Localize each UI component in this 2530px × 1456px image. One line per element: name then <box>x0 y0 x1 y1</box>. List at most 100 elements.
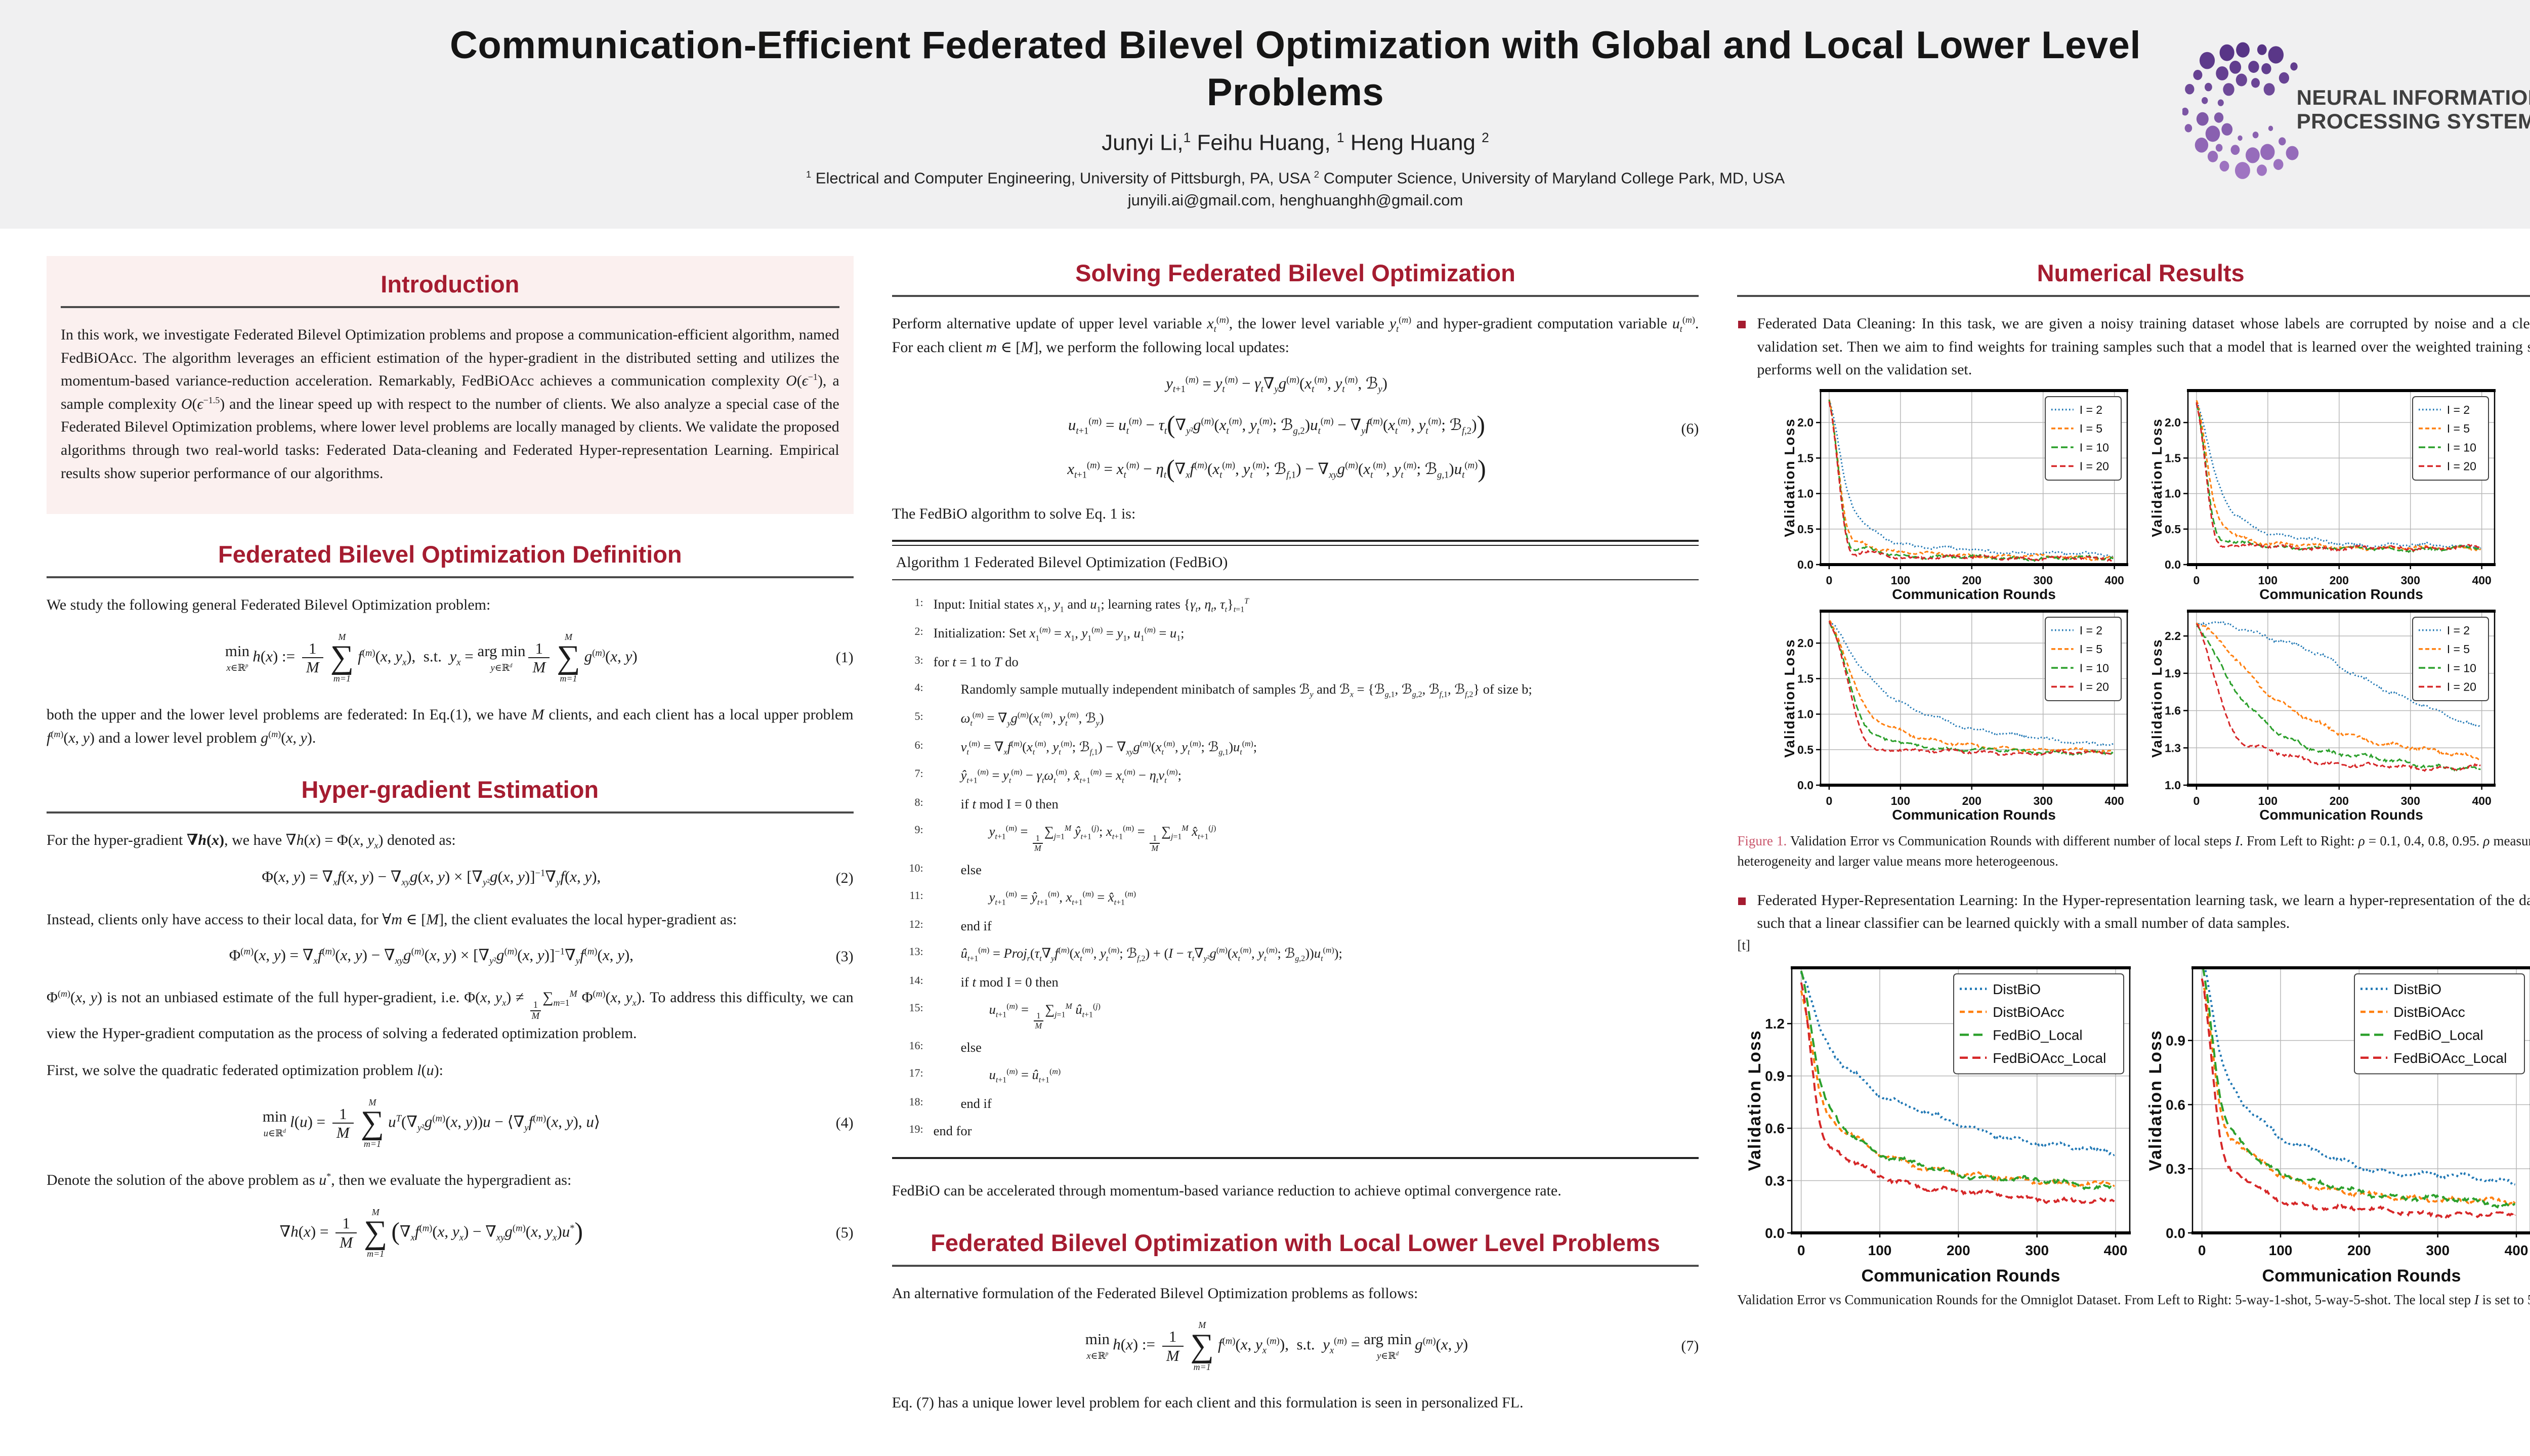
section-rule <box>47 576 854 579</box>
omniglot-caption: Validation Error vs Communication Rounds… <box>1737 1292 2530 1307</box>
figure1-chart-rho-0.8: 0 100 200 300 400 0.0 0.5 1.0 1.5 2.0 Communicatio… <box>1780 606 2134 824</box>
svg-text:1.9: 1.9 <box>2165 667 2181 680</box>
equation-5-row: ∇h(x) = 1 M M ∑ m=1 (∇xf(m)(x, yx) − ∇xyg(m)(… <box>47 1207 854 1259</box>
figure1-caption: Figure 1. Validation Error vs Communicat… <box>1737 831 2530 872</box>
equation-5-number: (5) <box>835 1224 854 1241</box>
svg-text:I = 5: I = 5 <box>2447 643 2469 656</box>
title-block: Communication-Efficient Federated Bileve… <box>0 0 2530 209</box>
svg-text:400: 400 <box>2504 1243 2528 1258</box>
section-title-solving: Solving Federated Bilevel Optimization <box>1075 260 1515 286</box>
svg-text:400: 400 <box>2103 1243 2127 1258</box>
svg-text:I = 2: I = 2 <box>2447 624 2469 637</box>
svg-text:200: 200 <box>2329 794 2348 807</box>
svg-text:0: 0 <box>2193 794 2200 807</box>
authors: Junyi Li,1 Feihu Huang, 1 Heng Huang 2 <box>1102 130 1489 156</box>
bullet-data-cleaning-text: Federated Data Cleaning: In this task, w… <box>1757 315 2530 378</box>
solving-para-2: The FedBiO algorithm to solve Eq. 1 is: <box>892 505 1136 523</box>
svg-text:0.5: 0.5 <box>2165 523 2181 536</box>
hypergradient-para-3: Φ(m)(x, y) is not an unbiased estimate o… <box>47 989 854 1042</box>
svg-text:400: 400 <box>2472 574 2491 587</box>
omniglot-charts: 0 100 200 300 400 0.0 0.3 0.6 0.9 1.2 Communicatio… <box>1737 962 2530 1286</box>
svg-text:FedBiOAcc_Local: FedBiOAcc_Local <box>1993 1050 2106 1066</box>
algorithm-line: 18: end if <box>909 1095 992 1111</box>
svg-text:0: 0 <box>1826 574 1832 587</box>
svg-text:0: 0 <box>2198 1243 2206 1258</box>
equation-6-line: yt+1(m) = yt(m) − γt∇yg(m)(xt(m), yt(m),… <box>1166 374 1387 395</box>
figure1-charts: 0 100 200 300 400 0.0 0.5 1.0 1.5 2.0 Communicatio… <box>1737 385 2530 824</box>
solving-para-1: Perform alternative update of upper leve… <box>892 315 1699 356</box>
algorithm-title: Algorithm 1 Federated Bilevel Optimizati… <box>892 546 1699 580</box>
svg-text:100: 100 <box>2258 574 2277 587</box>
svg-text:0.0: 0.0 <box>1797 558 1814 571</box>
svg-text:I = 2: I = 2 <box>2079 403 2102 416</box>
algorithm-line: 8: if t mod I = 0 then <box>914 796 1059 812</box>
svg-text:0.9: 0.9 <box>1765 1068 1785 1084</box>
definition-para-1: We study the following general Federated… <box>47 596 491 614</box>
bullet-hyper-representation: Federated Hyper-Representation Learning:… <box>1737 889 2530 935</box>
equation-7-number: (7) <box>1681 1337 1699 1354</box>
svg-text:I = 10: I = 10 <box>2079 441 2109 454</box>
svg-text:FedBiOAcc_Local: FedBiOAcc_Local <box>2393 1050 2507 1066</box>
svg-text:200: 200 <box>1947 1243 1970 1258</box>
svg-text:I = 20: I = 20 <box>2079 680 2109 693</box>
algorithm-line: 19: end for <box>909 1122 972 1138</box>
svg-text:I = 10: I = 10 <box>2447 661 2476 674</box>
equation-4-row: min u∈ℝd l(u) = 1 M M ∑ m=1 uT(∇y²g(m)(x, y))u… <box>47 1097 854 1149</box>
algorithm-line: 1: Input: Initial states x1, y1 and u1; l… <box>914 595 1249 614</box>
section-title-introduction: Introduction <box>381 271 520 297</box>
svg-text:0.6: 0.6 <box>2166 1097 2185 1112</box>
equation-7-row: min x∈ℝp h(x) := 1 M M ∑ m=1 f(m)(x, yx(m)), s… <box>892 1320 1699 1372</box>
equation-6-row: yt+1(m) = yt(m) − γt∇yg(m)(xt(m), yt(m),… <box>892 374 1699 483</box>
svg-text:2.0: 2.0 <box>1797 416 1814 429</box>
equation-6-line: xt+1(m) = xt(m) − ηt(∇xf(m)(xt(m), yt(m)… <box>1067 455 1486 483</box>
svg-text:DistBiOAcc: DistBiOAcc <box>2393 1004 2465 1020</box>
svg-text:0: 0 <box>1797 1243 1805 1258</box>
solving-para-3: FedBiO can be accelerated through moment… <box>892 1182 1562 1200</box>
neurips-logo: NEURAL INFORMATION PROCESSING SYSTEMS <box>2182 24 2530 194</box>
section-introduction: Introduction In this work, we investigat… <box>47 256 854 515</box>
svg-text:I = 2: I = 2 <box>2447 403 2469 416</box>
svg-text:1.0: 1.0 <box>1797 487 1814 500</box>
algorithm-line: 4: Randomly sample mutually independent m… <box>914 680 1532 699</box>
omniglot-chart-1shot: 0 100 200 300 400 0.0 0.3 0.6 0.9 1.2 Communicatio… <box>1743 962 2138 1286</box>
equation-5: ∇h(x) = 1 M M ∑ m=1 (∇xf(m)(x, yx) − ∇xyg(m)(… <box>279 1207 583 1259</box>
section-results: Numerical Results Federated Data Cleanin… <box>1737 259 2530 1310</box>
omniglot-chart-5shot: 0 100 200 300 400 0.0 0.3 0.6 0.9 Communication R… <box>2143 962 2530 1286</box>
svg-text:1.0: 1.0 <box>1797 707 1814 720</box>
section-solving: Solving Federated Bilevel Optimization P… <box>892 259 1699 1203</box>
column-right: Numerical Results Federated Data Cleanin… <box>1737 256 2530 1441</box>
algorithm-line: 7: ŷt+1(m) = yt(m) − γtωt(m), x̂t+1(m) = … <box>914 767 1182 785</box>
algorithm-line: 6: νt(m) = ∇xf(m)(xt(m), yt(m); ℬf,1) − ∇… <box>914 738 1257 756</box>
equation-6: yt+1(m) = yt(m) − γt∇yg(m)(xt(m), yt(m),… <box>892 374 1662 483</box>
equation-3-number: (3) <box>835 948 854 965</box>
poster-header: Communication-Efficient Federated Bileve… <box>0 0 2530 229</box>
svg-text:0.0: 0.0 <box>2166 1225 2185 1241</box>
algorithm-line: 2: Initialization: Set x1(m) = x1, y1(m) … <box>914 624 1185 643</box>
section-title-results: Numerical Results <box>2037 260 2245 286</box>
svg-text:200: 200 <box>2347 1243 2371 1258</box>
svg-text:Communication Rounds: Communication Rounds <box>2262 1266 2461 1286</box>
svg-text:200: 200 <box>2329 574 2348 587</box>
svg-text:0.0: 0.0 <box>1765 1225 1785 1241</box>
equation-6-line: ut+1(m) = ut(m) − τt(∇y²g(m)(xt(m), yt(m… <box>1068 411 1486 439</box>
svg-text:1.0: 1.0 <box>2165 487 2181 500</box>
equation-3: Φ(m)(x, y) = ∇xf(m)(x, y) − ∇xyg(m)(x, y… <box>229 946 634 967</box>
local-para-1: An alternative formulation of the Federa… <box>892 1284 1418 1302</box>
svg-text:2.0: 2.0 <box>2165 416 2181 429</box>
figure1-chart-rho-0.95: 0 100 200 300 400 1.0 1.3 1.6 1.9 2.2 Communicatio… <box>2147 606 2502 824</box>
svg-text:Validation Loss: Validation Loss <box>2146 1030 2165 1171</box>
stray-latex-artifact: [t] <box>1737 937 1750 953</box>
algorithm-box: Algorithm 1 Federated Bilevel Optimizati… <box>892 539 1699 1160</box>
svg-text:2.2: 2.2 <box>2165 629 2181 643</box>
poster-body: Introduction In this work, we investigat… <box>0 229 2530 1456</box>
bullet-square-icon <box>1738 897 1746 905</box>
svg-text:DistBiOAcc: DistBiOAcc <box>1993 1004 2064 1020</box>
neurips-logo-icon <box>2182 42 2299 179</box>
hypergradient-para-1: For the hyper-gradient ∇h(x), we have ∇h… <box>47 832 456 851</box>
svg-text:100: 100 <box>1890 574 1910 587</box>
svg-text:Communication Rounds: Communication Rounds <box>1861 1266 2060 1286</box>
figure1-caption-text: Validation Error vs Communication Rounds… <box>1737 833 2530 869</box>
section-hypergradient: Hyper-gradient Estimation For the hyper-… <box>47 776 854 1259</box>
svg-text:0: 0 <box>1826 794 1832 807</box>
